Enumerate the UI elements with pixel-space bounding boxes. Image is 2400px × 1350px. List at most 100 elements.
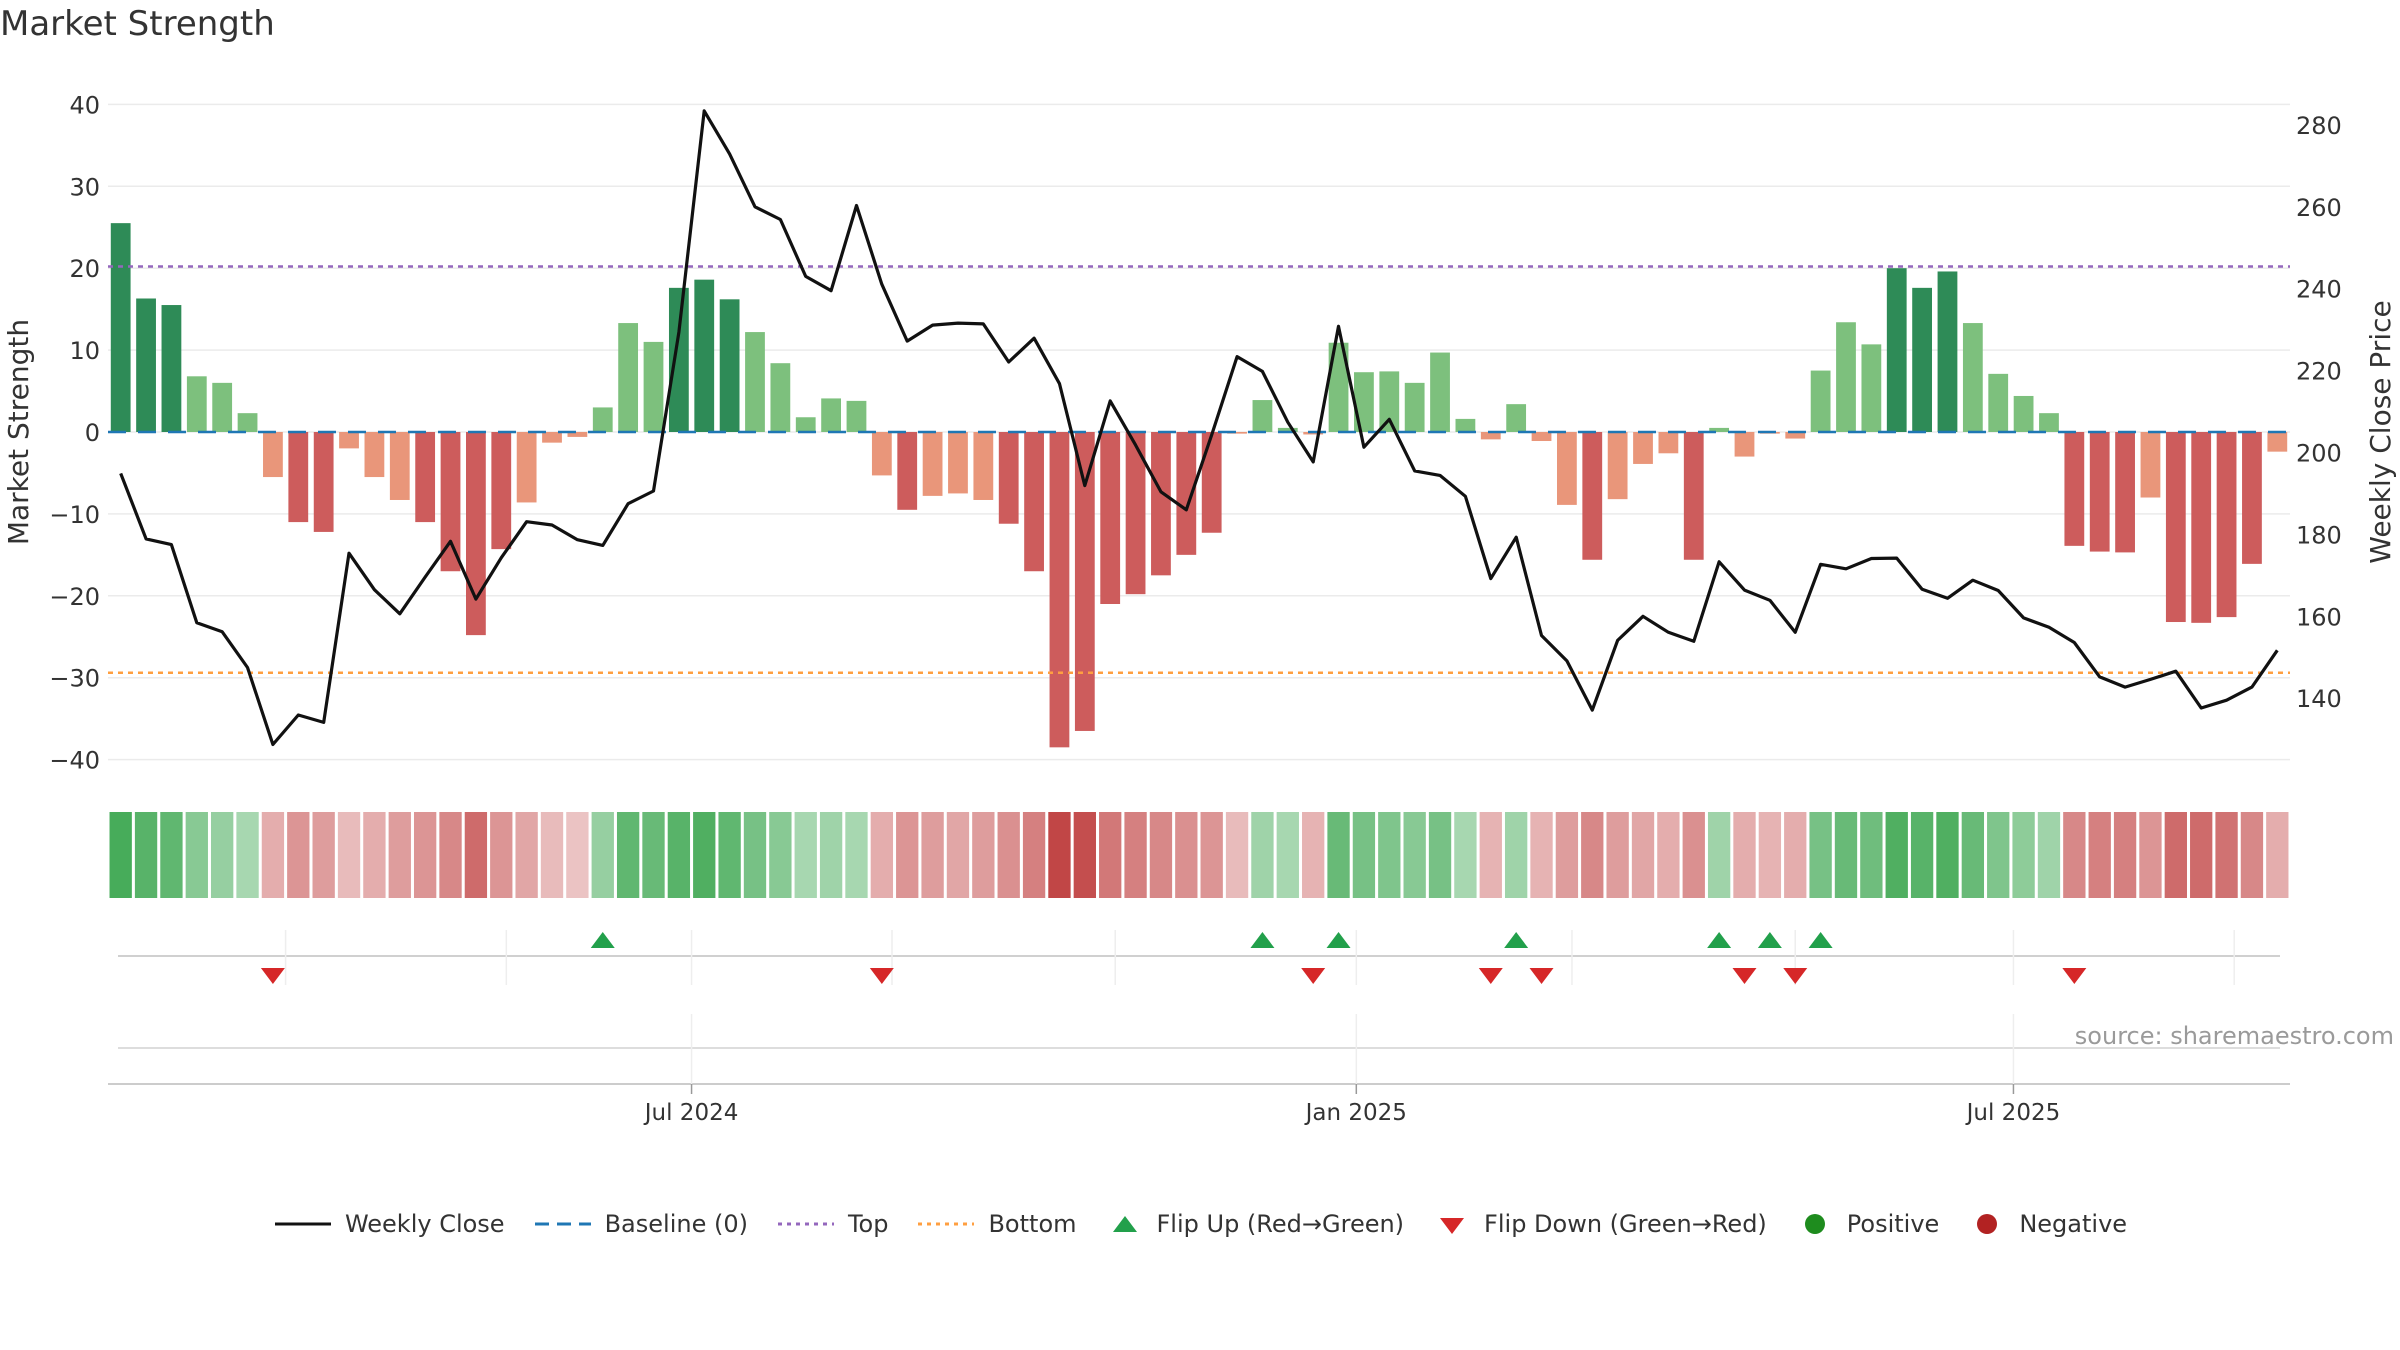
ribbon-cell xyxy=(413,812,437,898)
strength-bar xyxy=(415,432,436,523)
flip-down-marker xyxy=(1301,968,1326,984)
flip-down-marker xyxy=(1732,968,1757,984)
strength-bar xyxy=(516,432,537,503)
x-tick-label: Jul 2024 xyxy=(643,1100,739,1126)
flip-markers-panel xyxy=(108,930,2290,1085)
ribbon-cell xyxy=(693,812,716,898)
ribbon-cell xyxy=(794,812,817,898)
strength-bar xyxy=(1962,323,1983,432)
strength-bar xyxy=(1379,371,1400,432)
strength-bar xyxy=(1328,342,1349,432)
ribbon-cell xyxy=(2190,812,2213,898)
strength-bar xyxy=(1252,400,1273,432)
y-tick-label-left: 40 xyxy=(69,91,100,119)
ribbon-cell xyxy=(464,812,488,898)
ribbon-cell xyxy=(642,812,665,898)
market-strength-chart: 40 30 20 10 0 −10 −20 −30 −40 280 260 240 220 200 180 1… xyxy=(2,91,2397,1126)
ribbon-cell xyxy=(1834,812,1858,898)
ribbon-cell xyxy=(718,812,741,898)
strength-bar xyxy=(871,432,892,476)
strength-bar xyxy=(770,363,791,432)
ribbon-cell xyxy=(1885,812,1908,898)
y-tick-label-left: 20 xyxy=(69,255,100,283)
ribbon-cell xyxy=(1378,812,1401,898)
ribbon-cell xyxy=(2240,812,2264,898)
strength-bar xyxy=(1810,370,1831,432)
strength-bar xyxy=(998,432,1019,524)
strength-bar xyxy=(1531,432,1552,442)
weekly-close-series xyxy=(119,109,2279,747)
strength-bar xyxy=(1658,432,1679,454)
ribbon-cell xyxy=(1682,812,1705,898)
strength-bar xyxy=(110,223,131,432)
ribbon-cell xyxy=(1073,812,1096,898)
flip-down-marker xyxy=(2062,968,2087,984)
strength-bar xyxy=(897,432,918,510)
strength-bar xyxy=(2191,432,2212,623)
ribbon-cell xyxy=(1784,812,1807,898)
ribbon-cell xyxy=(1479,812,1502,898)
strength-bar xyxy=(186,376,207,432)
ribbon-cell xyxy=(1733,812,1756,898)
strength-bar xyxy=(2013,395,2034,432)
strength-bar xyxy=(491,432,512,550)
strength-ribbon xyxy=(109,812,2289,898)
strength-bar xyxy=(1176,432,1197,555)
ribbon-cell xyxy=(134,812,158,898)
y-tick-label-left: −40 xyxy=(49,747,100,775)
ribbon-cell xyxy=(845,812,868,898)
flip-up-marker xyxy=(1250,932,1275,948)
flip-up-marker xyxy=(1504,932,1529,948)
strength-bar xyxy=(1404,382,1425,432)
legend-top: Top xyxy=(776,1210,889,1238)
ribbon-cell xyxy=(2164,812,2187,898)
y-tick-label-left: 0 xyxy=(85,419,100,447)
strength-bar xyxy=(136,298,156,432)
strength-bar xyxy=(1100,432,1121,604)
flip-up-marker xyxy=(1808,932,1833,948)
ribbon-cell xyxy=(1149,812,1173,898)
strength-bar xyxy=(237,413,258,432)
flip-down-marker xyxy=(1783,968,1808,984)
flip-up-marker xyxy=(1707,932,1732,948)
strength-bar xyxy=(1912,287,1932,432)
y-tick-label-right: 180 xyxy=(2296,521,2342,549)
strength-bar xyxy=(1709,427,1730,432)
ribbon-cell xyxy=(1530,812,1553,898)
strength-bar xyxy=(618,323,639,432)
ribbon-cell xyxy=(1631,812,1655,898)
y-tick-label-right: 220 xyxy=(2296,358,2342,386)
legend-top-label: Top xyxy=(847,1210,889,1238)
legend-negative: Negative xyxy=(1967,1210,2127,1238)
ribbon-cell xyxy=(540,812,564,898)
strength-bar xyxy=(846,400,867,432)
strength-bar xyxy=(440,432,461,572)
strength-bar xyxy=(643,341,664,432)
chart-title: Market Strength xyxy=(0,4,275,44)
strength-bar xyxy=(1354,372,1374,432)
ribbon-cell xyxy=(667,812,691,898)
legend-bottom: Bottom xyxy=(916,1210,1077,1238)
ribbon-cell xyxy=(1758,812,1782,898)
strength-bar xyxy=(1683,432,1704,560)
ribbon-cell xyxy=(1200,812,1223,898)
y-tick-label-left: 30 xyxy=(69,173,100,201)
flip-down-marker xyxy=(1478,968,1503,984)
gridlines xyxy=(108,103,2290,761)
strength-bar xyxy=(1937,271,1958,432)
strength-bar xyxy=(1151,432,1171,576)
y-tick-label-left: −20 xyxy=(49,583,100,611)
ribbon-cell xyxy=(870,812,894,898)
strength-bar xyxy=(1506,404,1527,432)
legend-weekly-close: Weekly Close xyxy=(273,1210,505,1238)
strength-bar xyxy=(313,432,334,532)
strength-bar xyxy=(1633,432,1653,464)
ribbon-cell xyxy=(1302,812,1325,898)
flip-down-marker xyxy=(1529,968,1554,984)
ribbon-cell xyxy=(972,812,995,898)
strength-bar xyxy=(567,432,588,437)
ribbon-cell xyxy=(185,812,208,898)
ribbon-cell xyxy=(2063,812,2086,898)
strength-bar xyxy=(668,287,689,432)
ribbon-cell xyxy=(515,812,538,898)
